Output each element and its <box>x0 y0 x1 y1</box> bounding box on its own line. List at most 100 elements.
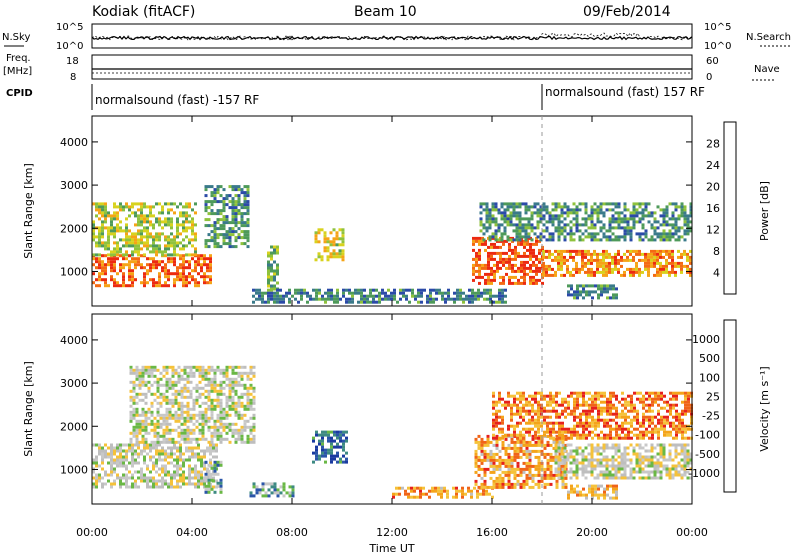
power-cell <box>378 300 381 304</box>
velocity-cell <box>188 458 191 462</box>
power-cell <box>529 251 532 255</box>
velocity-cell <box>240 365 244 369</box>
velocity-cell <box>525 473 529 477</box>
velocity-cell <box>630 418 633 422</box>
power-cell <box>246 239 250 243</box>
power-cell <box>641 211 645 215</box>
velocity-cell <box>537 436 540 440</box>
power-cell <box>146 263 149 267</box>
velocity-cell <box>237 395 241 399</box>
velocity-cell <box>597 424 600 428</box>
velocity-cell <box>125 455 128 459</box>
velocity-cell <box>614 452 618 456</box>
power-cell <box>493 245 496 249</box>
velocity-cell <box>183 437 187 441</box>
velocity-cell <box>204 416 208 420</box>
power-cell <box>222 242 226 246</box>
power-cell <box>216 242 220 246</box>
velocity-cell <box>522 415 525 419</box>
power-cell <box>110 253 113 257</box>
velocity-cell <box>180 416 184 420</box>
power-cell <box>599 220 603 224</box>
power-cell <box>644 214 648 218</box>
power-cell <box>517 266 520 270</box>
velocity-cell <box>549 436 552 440</box>
power-cell <box>575 208 579 212</box>
power-y-tick-label: 2000 <box>60 222 88 235</box>
velocity-cell <box>333 430 336 434</box>
velocity-cell <box>563 449 567 453</box>
velocity-cell <box>180 413 184 417</box>
velocity-cell <box>203 455 206 459</box>
power-cell <box>629 211 633 215</box>
velocity-cell <box>561 424 564 428</box>
velocity-cell <box>395 492 398 496</box>
velocity-cell <box>176 479 179 483</box>
power-cell <box>557 267 560 271</box>
velocity-cell <box>177 374 181 378</box>
power-cell <box>505 260 508 264</box>
power-cell <box>605 208 609 212</box>
power-cell <box>273 287 276 291</box>
velocity-cell <box>110 452 113 456</box>
power-cell <box>197 254 200 258</box>
power-cell <box>551 267 554 271</box>
power-cell <box>122 275 125 279</box>
power-cell <box>644 232 648 236</box>
power-cell <box>429 300 432 304</box>
power-cell <box>267 281 270 285</box>
power-cell <box>327 288 330 292</box>
velocity-cell <box>425 492 428 496</box>
power-cell <box>504 294 507 298</box>
velocity-cell <box>641 446 645 450</box>
power-cell <box>107 235 110 239</box>
velocity-cell <box>152 467 155 471</box>
power-cell <box>542 273 545 277</box>
velocity-cell <box>216 463 220 467</box>
velocity-cell <box>194 470 197 474</box>
power-cell <box>314 240 318 244</box>
velocity-cell <box>182 461 185 465</box>
velocity-cell <box>195 419 199 423</box>
velocity-cell <box>342 454 345 458</box>
power-cell <box>209 275 212 279</box>
velocity-cell <box>228 422 232 426</box>
velocity-cell <box>576 430 579 434</box>
velocity-cell <box>152 443 155 447</box>
power-cell <box>509 214 513 218</box>
power-cell <box>213 197 217 201</box>
velocity-cell <box>513 403 516 407</box>
power-cell <box>351 294 354 298</box>
power-cell <box>689 208 693 212</box>
power-cell <box>527 232 531 236</box>
velocity-cell <box>608 473 612 477</box>
velocity-cell <box>498 464 502 468</box>
velocity-cell <box>167 446 170 450</box>
velocity-cell <box>231 407 235 411</box>
velocity-cell <box>615 415 618 419</box>
velocity-cell <box>225 431 229 435</box>
power-cell <box>647 264 650 268</box>
velocity-cell <box>623 449 627 453</box>
power-cell <box>276 263 279 267</box>
velocity-cell <box>608 476 612 480</box>
velocity-cell <box>144 437 148 441</box>
power-cell <box>665 232 669 236</box>
velocity-cell <box>135 392 139 396</box>
power-cell <box>579 293 582 297</box>
velocity-cell <box>177 365 181 369</box>
power-cell <box>484 248 487 252</box>
power-cell <box>101 260 104 264</box>
velocity-cell <box>207 380 211 384</box>
velocity-cell <box>324 448 327 452</box>
power-cell <box>554 208 558 212</box>
power-cell <box>182 284 185 288</box>
power-cell <box>456 297 459 301</box>
velocity-cell <box>216 416 220 420</box>
velocity-cell <box>627 409 630 413</box>
power-cell <box>575 261 578 265</box>
velocity-cell <box>119 449 122 453</box>
velocity-cell <box>234 371 238 375</box>
velocity-cell <box>519 485 523 489</box>
power-cell <box>197 272 200 276</box>
